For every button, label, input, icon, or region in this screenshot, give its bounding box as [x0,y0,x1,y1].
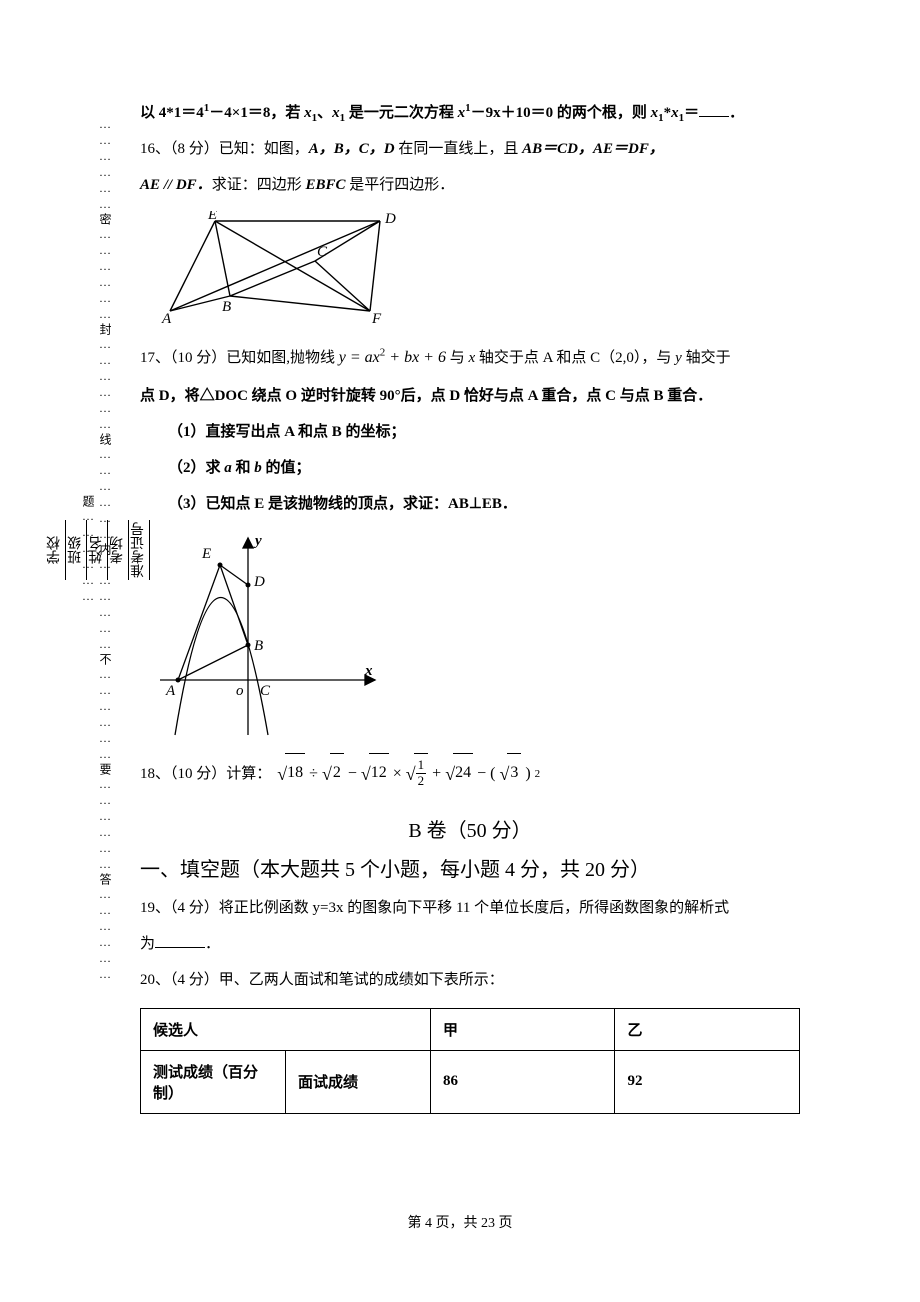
svg-text:C: C [317,244,328,260]
svg-text:E: E [201,546,211,562]
svg-text:F: F [371,311,382,326]
page-footer: 第 4 页，共 23 页 [0,1212,920,1232]
q16-figure: E D C B A F [160,211,800,331]
svg-text:D: D [253,574,265,590]
svg-text:C: C [260,683,271,699]
page-content: 以 4*1＝41－4×1＝8，若 x1、x1 是一元二次方程 x1－9x＋10＝… [140,95,800,1114]
q17-sub1: （1）直接写出点 A 和点 B 的坐标； [140,414,800,450]
q16-line2: AE // DF．求证：四边形 EBFC 是平行四边形． [140,167,800,203]
svg-text:x: x [364,663,373,679]
q17-line1: 17、（10 分）已知如图,抛物线 y = ax2 + bx + 6 与 x 轴… [140,339,800,377]
binding-margin-labels: 学校 班级 姓名 考场 准考证号 [45,100,65,1000]
q20-head: 20、（4 分）甲、乙两人面试和笔试的成绩如下表所示： [140,962,800,998]
binding-margin-dotted: ………………密………………封………………线………………内………………不……………… [100,100,114,1000]
q19-line1: 19、（4 分）将正比例函数 y=3x 的图象向下平移 11 个单位长度后，所得… [140,890,800,926]
section-b-title: B 卷（50 分） [140,814,800,843]
svg-text:y: y [253,533,262,549]
table-row: 测试成绩（百分制） 面试成绩 86 92 [141,1050,800,1113]
svg-text:B: B [222,299,231,315]
table-row: 候选人 甲 乙 [141,1008,800,1050]
q18-line: 18、（10 分）计算： 18 ÷ 2 − 12 × 12 + 24 − (3)… [140,753,800,796]
q17-line2: 点 D，将△DOC 绕点 O 逆时针旋转 90°后，点 D 恰好与点 A 重合，… [140,378,800,414]
q19-line2: 为． [140,926,800,962]
q15-line: 以 4*1＝41－4×1＝8，若 x1、x1 是一元二次方程 x1－9x＋10＝… [140,95,800,131]
svg-text:A: A [161,311,172,326]
svg-text:E: E [207,211,217,223]
fill-blank-title: 一、填空题（本大题共 5 个小题，每小题 4 分，共 20 分） [140,853,800,882]
svg-text:B: B [254,638,263,654]
q20-table: 候选人 甲 乙 测试成绩（百分制） 面试成绩 86 92 [140,1008,800,1114]
q17-figure: E D B A o C x y [160,530,800,745]
svg-text:A: A [165,683,176,699]
svg-text:D: D [384,211,396,227]
q17-sub3: （3）已知点 E 是该抛物线的顶点，求证：AB⊥EB． [140,486,800,522]
q17-sub2: （2）求 a 和 b 的值； [140,450,800,486]
svg-text:o: o [236,683,244,699]
q16-line1: 16、（8 分）已知：如图，A，B，C，D 在同一直线上，且 AB＝CD，AE＝… [140,131,800,167]
